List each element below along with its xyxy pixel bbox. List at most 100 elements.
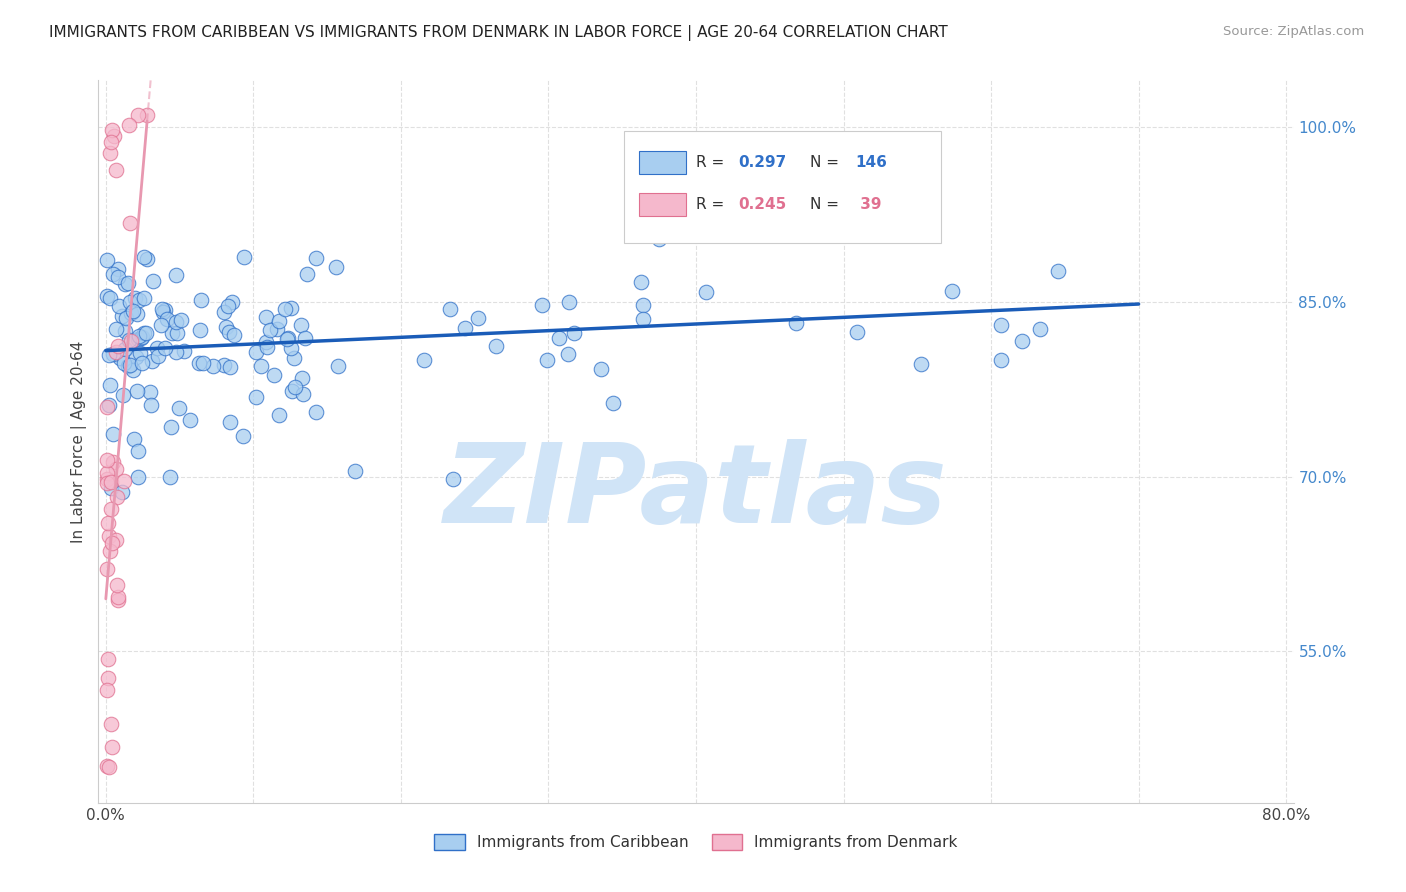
Point: [112, 356, 135, 370]
Point: [100, 544, 122, 558]
Text: N =: N =: [810, 197, 844, 212]
Point: [111, 309, 134, 323]
Point: [153, 303, 176, 318]
Point: [530, 298, 553, 312]
Point: [536, 353, 558, 368]
Point: [115, 311, 138, 326]
Point: [97, 760, 120, 774]
Point: [283, 351, 305, 365]
Point: [98, 291, 121, 305]
Point: [105, 321, 128, 335]
Point: [295, 267, 318, 281]
Point: [266, 321, 288, 335]
Point: [117, 276, 139, 290]
Point: [910, 357, 932, 371]
Point: [107, 262, 129, 277]
Point: [100, 475, 122, 489]
Point: [785, 316, 807, 330]
Point: [127, 332, 149, 346]
Point: [105, 462, 128, 476]
Point: [188, 323, 211, 337]
Point: [165, 268, 187, 283]
Point: [101, 267, 124, 281]
Point: [169, 401, 191, 415]
Point: [135, 326, 157, 340]
Point: [602, 396, 624, 410]
Point: [97, 529, 120, 543]
Point: [845, 325, 868, 339]
Point: [127, 470, 149, 484]
Point: [114, 342, 136, 356]
Point: [120, 334, 142, 348]
Point: [107, 593, 129, 607]
Point: [100, 481, 122, 495]
Point: [648, 232, 671, 246]
Point: [212, 305, 235, 319]
Point: [263, 368, 285, 382]
Point: [291, 387, 314, 401]
Text: 146: 146: [855, 155, 887, 170]
Point: [153, 341, 176, 355]
Point: [190, 293, 212, 307]
Point: [142, 274, 165, 288]
Y-axis label: In Labor Force | Age 20-64: In Labor Force | Age 20-64: [72, 341, 87, 542]
Text: R =: R =: [696, 197, 730, 212]
Point: [96, 759, 118, 773]
Point: [277, 331, 299, 345]
Point: [441, 472, 464, 486]
Text: 0.245: 0.245: [738, 197, 786, 212]
Point: [166, 326, 188, 340]
Point: [129, 345, 152, 359]
Point: [214, 359, 236, 373]
Point: [97, 516, 120, 530]
Point: [305, 251, 328, 265]
Point: [100, 135, 122, 149]
Point: [165, 345, 187, 359]
Point: [118, 358, 141, 372]
Point: [548, 330, 571, 344]
Point: [111, 484, 134, 499]
Point: [150, 301, 173, 316]
Point: [96, 467, 118, 481]
Point: [120, 306, 142, 320]
Point: [173, 343, 195, 358]
Point: [1047, 264, 1070, 278]
Point: [134, 291, 156, 305]
Point: [107, 338, 129, 352]
Point: [224, 328, 246, 343]
Point: [280, 341, 302, 355]
Point: [97, 652, 120, 666]
Point: [630, 275, 652, 289]
Point: [96, 475, 118, 490]
Point: [245, 390, 267, 404]
Point: [267, 408, 290, 422]
Point: [97, 671, 120, 685]
Point: [294, 331, 316, 345]
Point: [100, 716, 122, 731]
Point: [132, 326, 155, 341]
Point: [132, 250, 155, 264]
Point: [156, 312, 179, 326]
Point: [218, 415, 240, 429]
Text: IMMIGRANTS FROM CARIBBEAN VS IMMIGRANTS FROM DENMARK IN LABOR FORCE | AGE 20-64 : IMMIGRANTS FROM CARIBBEAN VS IMMIGRANTS …: [49, 25, 948, 41]
Text: 0.297: 0.297: [738, 155, 786, 170]
Point: [124, 350, 146, 364]
Point: [221, 295, 243, 310]
Point: [281, 384, 304, 399]
Point: [104, 533, 127, 547]
Point: [170, 312, 193, 326]
Text: N =: N =: [810, 155, 844, 170]
Point: [122, 362, 145, 376]
Point: [120, 216, 142, 230]
Point: [249, 359, 271, 373]
Point: [291, 371, 314, 385]
Point: [125, 307, 148, 321]
Point: [122, 432, 145, 446]
Point: [413, 353, 436, 368]
Point: [107, 591, 129, 605]
Point: [284, 380, 307, 394]
Point: [101, 455, 124, 469]
Point: [96, 683, 118, 698]
Point: [105, 163, 128, 178]
Point: [98, 398, 121, 412]
